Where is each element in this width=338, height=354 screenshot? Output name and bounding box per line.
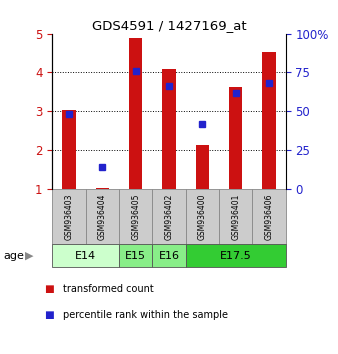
- Text: ■: ■: [44, 310, 54, 320]
- Text: percentile rank within the sample: percentile rank within the sample: [63, 310, 227, 320]
- Text: GSM936404: GSM936404: [98, 193, 107, 240]
- Bar: [152, 244, 186, 267]
- Bar: [63, 110, 76, 189]
- Bar: [52, 189, 86, 244]
- Bar: [52, 244, 119, 267]
- Title: GDS4591 / 1427169_at: GDS4591 / 1427169_at: [92, 19, 246, 33]
- Text: E15: E15: [125, 251, 146, 261]
- Text: GSM936402: GSM936402: [165, 193, 173, 240]
- Text: age: age: [3, 251, 24, 261]
- Text: GSM936400: GSM936400: [198, 193, 207, 240]
- Bar: [186, 189, 219, 244]
- Bar: [129, 38, 142, 189]
- Text: E17.5: E17.5: [220, 251, 251, 261]
- Text: GSM936405: GSM936405: [131, 193, 140, 240]
- Bar: [96, 188, 109, 189]
- Bar: [119, 189, 152, 244]
- Text: E14: E14: [75, 251, 96, 261]
- Bar: [152, 189, 186, 244]
- Bar: [186, 244, 286, 267]
- Text: GSM936406: GSM936406: [264, 193, 273, 240]
- Bar: [262, 52, 275, 189]
- Text: E16: E16: [159, 251, 179, 261]
- Bar: [219, 189, 252, 244]
- Text: ■: ■: [44, 284, 54, 293]
- Text: GSM936403: GSM936403: [65, 193, 74, 240]
- Text: transformed count: transformed count: [63, 284, 153, 293]
- Bar: [119, 244, 152, 267]
- Bar: [162, 69, 176, 189]
- Bar: [86, 189, 119, 244]
- Bar: [196, 145, 209, 189]
- Bar: [252, 189, 286, 244]
- Text: GSM936401: GSM936401: [231, 193, 240, 240]
- Text: ▶: ▶: [24, 251, 33, 261]
- Bar: [229, 87, 242, 189]
